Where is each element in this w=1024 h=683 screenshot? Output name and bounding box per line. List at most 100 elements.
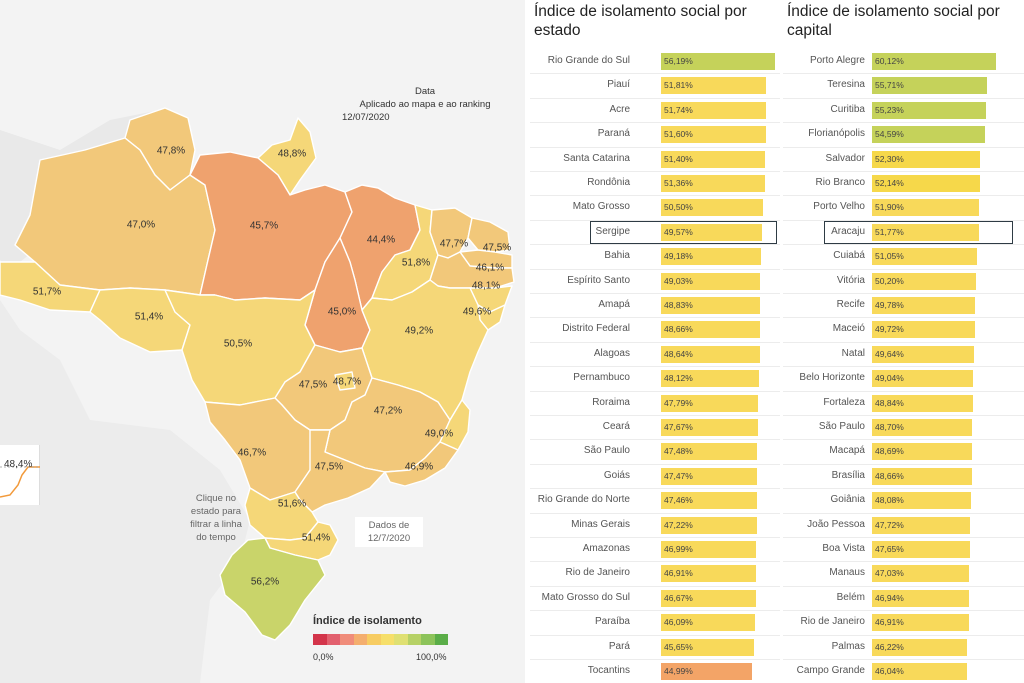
bar[interactable]: [872, 516, 971, 534]
click-instruction-note: Clique no estado para filtrar a linha do…: [176, 492, 256, 544]
state-value-label: 47,5%: [314, 461, 344, 473]
bar[interactable]: [661, 589, 756, 607]
bar-category-label: Espírito Santo: [567, 274, 630, 286]
bar[interactable]: [872, 199, 980, 217]
bar[interactable]: [872, 150, 980, 168]
bar-category-label: Manaus: [829, 567, 865, 579]
state-value-label: 47,8%: [156, 145, 186, 157]
bar[interactable]: [661, 101, 766, 119]
bar[interactable]: [872, 589, 969, 607]
state-value-label: 56,2%: [250, 576, 280, 588]
bar[interactable]: [661, 370, 759, 388]
bar[interactable]: [872, 53, 996, 70]
bar-category-label: Rio de Janeiro: [800, 616, 865, 628]
bar[interactable]: [661, 297, 761, 314]
state-value-label: 49,6%: [462, 306, 492, 318]
bar[interactable]: [872, 394, 973, 412]
bar[interactable]: [661, 321, 760, 339]
bar-value-label: 46,67%: [664, 592, 693, 603]
timeline-chart-fragment[interactable]: [0, 445, 40, 505]
bar[interactable]: [661, 272, 761, 290]
bar[interactable]: [661, 150, 766, 168]
state-shape-rj[interactable]: [384, 441, 459, 487]
bar[interactable]: [872, 419, 973, 436]
bar[interactable]: [661, 126, 766, 144]
state-value-label: 51,7%: [32, 286, 62, 298]
bar-value-label: 56,19%: [664, 56, 693, 66]
row-divider: [783, 585, 1024, 587]
bar[interactable]: [661, 199, 764, 217]
bar[interactable]: [872, 663, 967, 680]
bar[interactable]: [661, 53, 775, 70]
bar[interactable]: [661, 77, 767, 95]
date-filter-info[interactable]: Data Aplicado ao mapa e ao ranking 12/07…: [315, 85, 525, 124]
legend-color-swatch: [394, 634, 408, 645]
bar[interactable]: [872, 297, 975, 314]
bar[interactable]: [661, 394, 758, 412]
bar-category-label: Minas Gerais: [571, 518, 630, 530]
bar-value-label: 49,57%: [664, 226, 693, 237]
bar-category-label: Bahia: [604, 250, 630, 262]
click-note-line: do tempo: [196, 532, 236, 543]
brazil-map[interactable]: [0, 0, 525, 683]
row-divider: [783, 415, 1024, 416]
bar-value-label: 47,72%: [875, 519, 904, 530]
row-divider: [783, 97, 1024, 99]
bar[interactable]: [661, 638, 754, 656]
bar-category-label: Brasília: [831, 469, 865, 481]
bar[interactable]: [872, 272, 976, 290]
click-note-line: Clique no: [195, 493, 237, 504]
bar[interactable]: [661, 614, 755, 632]
bar-value-label: 51,60%: [664, 129, 693, 140]
date-filter-value[interactable]: 12/07/2020: [342, 112, 390, 123]
row-divider: [783, 195, 1024, 197]
bar[interactable]: [872, 370, 974, 388]
bar[interactable]: [872, 321, 975, 339]
bar[interactable]: [872, 467, 973, 485]
row-divider: [783, 390, 1024, 392]
bar-category-label: Alagoas: [593, 347, 630, 359]
bar[interactable]: [661, 516, 757, 534]
state-shape-rs[interactable]: [219, 537, 326, 641]
state-shape-rn[interactable]: [467, 217, 511, 253]
state-shape-df[interactable]: [334, 371, 356, 391]
row-divider: [530, 293, 780, 294]
bar[interactable]: [872, 175, 980, 192]
bar[interactable]: [872, 492, 972, 510]
row-divider: [783, 268, 1024, 270]
bar[interactable]: [872, 638, 968, 656]
bar-value-label: 47,03%: [875, 568, 904, 579]
bar-category-label: Rio Grande do Sul: [547, 55, 630, 66]
bar[interactable]: [661, 248, 761, 266]
bar-category-label: Porto Velho: [813, 201, 865, 213]
state-value-label: 47,2%: [373, 405, 403, 417]
bar[interactable]: [661, 541, 757, 558]
bar-value-label: 49,78%: [875, 300, 904, 310]
bar[interactable]: [872, 248, 978, 266]
bar[interactable]: [872, 565, 969, 583]
bar[interactable]: [872, 614, 969, 632]
bar[interactable]: [872, 77, 987, 95]
bar[interactable]: [661, 565, 757, 583]
bar[interactable]: [872, 126, 985, 144]
row-divider: [530, 390, 780, 392]
bar[interactable]: [661, 467, 758, 485]
bar[interactable]: [872, 101, 986, 119]
bar[interactable]: [661, 419, 758, 436]
bar[interactable]: [872, 443, 973, 461]
bar[interactable]: [661, 345, 760, 363]
bar[interactable]: [661, 663, 753, 680]
bar[interactable]: [661, 443, 758, 461]
bar[interactable]: [661, 492, 758, 510]
bar[interactable]: [661, 175, 766, 192]
bar[interactable]: [661, 223, 762, 241]
bar-value-label: 46,99%: [664, 544, 693, 554]
bar[interactable]: [872, 345, 975, 363]
state-value-label: 51,4%: [301, 532, 331, 544]
bar[interactable]: [872, 541, 971, 558]
state-value-label: 45,7%: [249, 220, 279, 232]
bar[interactable]: [872, 223, 979, 241]
capital-ranking-title: Índice de isolamento social por capital: [787, 3, 1000, 39]
row-divider: [530, 585, 780, 587]
highlighted-row-box: [590, 220, 777, 244]
